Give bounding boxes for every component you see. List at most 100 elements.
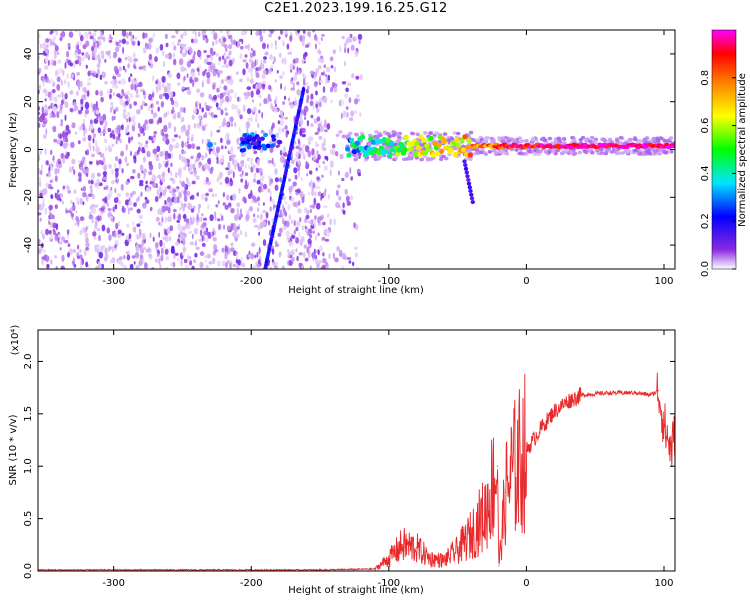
noise-speckle [337, 184, 341, 189]
noise-speckle [45, 160, 49, 166]
noise-speckle [156, 252, 160, 258]
noise-speckle [204, 34, 208, 39]
snr-point [470, 533, 472, 535]
noise-speckle [39, 205, 45, 211]
signal-halo [590, 150, 595, 155]
noise-speckle [164, 235, 169, 243]
noise-speckle [218, 56, 222, 62]
noise-speckle [154, 196, 159, 203]
noise-speckle [132, 120, 136, 127]
noise-speckle [52, 106, 57, 114]
noise-speckle [188, 230, 192, 234]
noise-speckle [163, 124, 168, 133]
noise-speckle [149, 181, 154, 185]
noise-speckle [184, 233, 187, 238]
noise-speckle [41, 106, 45, 113]
signal-halo [569, 150, 574, 155]
noise-speckle [112, 91, 116, 97]
noise-speckle [84, 109, 90, 115]
noise-speckle [357, 33, 363, 41]
noise-speckle [308, 141, 311, 145]
noise-speckle [175, 30, 179, 35]
noise-speckle [240, 256, 243, 263]
noise-speckle [229, 177, 232, 183]
noise-speckle [183, 31, 188, 37]
snr-point [505, 491, 507, 493]
noise-speckle [217, 218, 221, 222]
noise-speckle [38, 68, 41, 72]
noise-speckle [56, 76, 61, 83]
snr-point [567, 400, 569, 402]
noise-speckle [114, 188, 117, 194]
noise-speckle [104, 138, 108, 143]
noise-speckle [53, 138, 58, 143]
noise-speckle [274, 132, 280, 138]
noise-speckle [126, 223, 130, 228]
noise-speckle [338, 195, 342, 201]
x-tick-label: 100 [654, 276, 673, 287]
noise-speckle [152, 182, 157, 188]
noise-speckle [179, 58, 184, 66]
noise-speckle [318, 102, 322, 108]
noise-speckle [201, 242, 206, 247]
noise-speckle [299, 239, 303, 247]
noise-speckle [140, 254, 143, 260]
noise-speckle [110, 186, 113, 191]
noise-speckle [115, 141, 118, 145]
noise-speckle [255, 167, 260, 173]
noise-speckle [84, 101, 90, 110]
noise-speckle [149, 59, 153, 64]
noise-speckle [254, 59, 257, 67]
noise-speckle [97, 215, 100, 222]
noise-speckle [137, 40, 140, 46]
noise-speckle [81, 167, 87, 174]
noise-speckle [138, 260, 143, 266]
noise-speckle [258, 231, 260, 236]
noise-speckle [129, 192, 133, 198]
noise-speckle [180, 128, 184, 134]
noise-speckle [222, 37, 227, 43]
noise-speckle [51, 179, 54, 183]
signal-core [421, 137, 427, 143]
signal-halo [438, 157, 444, 162]
noise-speckle [88, 264, 91, 269]
noise-speckle [179, 172, 182, 179]
signal-branch [467, 185, 472, 190]
signal-halo [524, 151, 529, 156]
noise-speckle [192, 163, 196, 170]
signal-halo [645, 149, 650, 154]
noise-speckle [138, 81, 143, 88]
noise-speckle [322, 252, 325, 257]
noise-speckle [271, 258, 274, 263]
signal-core [396, 147, 402, 153]
noise-speckle [171, 106, 175, 114]
noise-speckle [303, 77, 306, 86]
noise-speckle [162, 160, 167, 164]
snr-frame [37, 329, 676, 572]
noise-speckle [153, 136, 156, 142]
noise-speckle [230, 122, 234, 127]
noise-speckle [242, 262, 245, 268]
noise-speckle [124, 94, 129, 100]
noise-speckle [49, 186, 54, 190]
noise-speckle [173, 58, 177, 66]
noise-speckle [317, 65, 322, 70]
noise-speckle [308, 181, 312, 188]
noise-speckle [236, 202, 241, 208]
noise-speckle [220, 215, 224, 222]
noise-speckle [311, 204, 316, 209]
noise-speckle [315, 167, 318, 171]
noise-speckle [156, 119, 160, 125]
noise-speckle [65, 209, 70, 214]
noise-speckle [267, 220, 271, 226]
noise-speckle [310, 136, 314, 141]
noise-speckle [183, 203, 187, 208]
noise-speckle [237, 259, 242, 266]
signal-halo [393, 156, 399, 160]
noise-speckle [298, 231, 301, 238]
noise-speckle [324, 74, 328, 78]
noise-speckle [230, 208, 235, 214]
colorbar-tick-label: 0.6 [700, 118, 711, 134]
noise-speckle [173, 212, 176, 220]
noise-speckle [288, 178, 292, 182]
